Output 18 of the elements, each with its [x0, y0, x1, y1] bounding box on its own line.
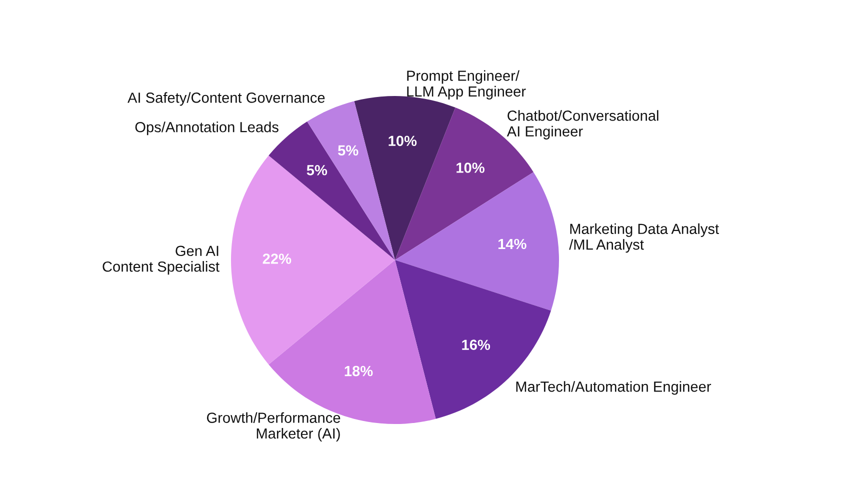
- slice-label: MarTech/Automation Engineer: [516, 381, 712, 395]
- data-label: 22%: [262, 254, 292, 264]
- data-label: 10%: [456, 162, 484, 173]
- slice-label: Ops/Annotation Leads: [135, 122, 278, 136]
- pie-slice: [395, 172, 559, 311]
- slice-label: Chatbot/Conversational AI Engineer: [506, 110, 658, 140]
- slice-label: Gen AI Content Specialist: [102, 246, 220, 275]
- data-label: 16%: [462, 340, 490, 350]
- data-label: 5%: [306, 165, 328, 176]
- pie-slice: [231, 155, 395, 365]
- data-label: 10%: [388, 136, 417, 146]
- data-label: 14%: [498, 238, 526, 250]
- slice-label: Marketing Data Analyst /ML Analyst: [569, 223, 719, 253]
- slice-label: Growth/Performance Marketer (AI): [206, 412, 340, 442]
- slice-label: AI Safety/Content Governance: [128, 92, 325, 106]
- slice-label: Prompt Engineer/ LLM App Engineer: [407, 70, 526, 100]
- data-label: 18%: [344, 366, 373, 376]
- data-label: 5%: [338, 145, 358, 156]
